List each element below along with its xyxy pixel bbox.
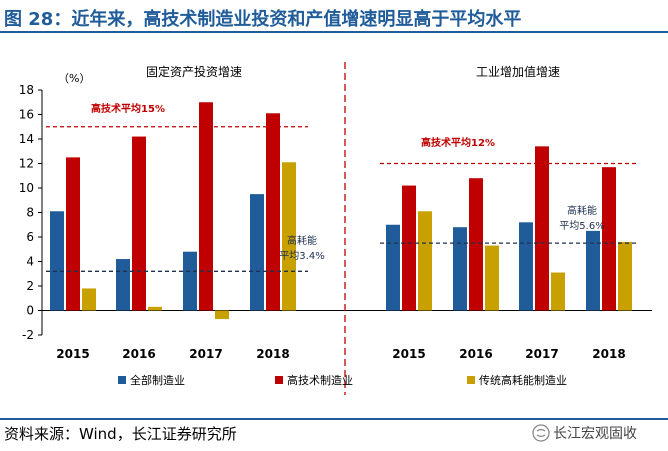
bar-chart: -2 0 2 4 6 8 10 12 14 16 18 （%） 固定资产投资增速 2015 2016 2017… <box>19 62 652 395</box>
y-tick-label: 16 <box>19 108 34 122</box>
y-tick-label: 0 <box>26 304 34 318</box>
bar-全部制造业-2017 <box>183 251 197 311</box>
legend-label: 传统高耗能制造业 <box>479 373 567 387</box>
panel-title: 固定资产投资增速 <box>146 64 242 79</box>
x-tick-label: 2015 <box>56 347 89 361</box>
y-tick-label: 14 <box>19 132 34 146</box>
legend-swatch <box>275 376 283 384</box>
x-tick-label: 2016 <box>459 347 492 361</box>
figure-title: 图 28：近年来，高技术制造业投资和产值增速明显高于平均水平 <box>4 9 522 30</box>
y-tick-label: 18 <box>19 83 34 97</box>
bar-高技术制造业-2015 <box>402 185 416 311</box>
bar-高技术制造业-2018 <box>266 113 280 311</box>
bar-全部制造业-2018 <box>250 194 264 311</box>
bar-传统高耗能制造业-2018 <box>282 162 296 311</box>
watermark: 长江宏观固收 <box>532 423 637 443</box>
bar-高技术制造业-2015 <box>66 157 80 311</box>
wechat-icon <box>532 424 550 442</box>
source-note: 资料来源：Wind，长江证券研究所 <box>4 425 237 443</box>
legend-label: 全部制造业 <box>130 373 185 387</box>
legend-swatch <box>467 376 475 384</box>
x-tick-label: 2018 <box>592 347 625 361</box>
panel-title: 工业增加值增速 <box>476 64 560 79</box>
x-tick-label: 2017 <box>525 347 558 361</box>
y-unit-label: （%） <box>58 72 90 85</box>
bar-高技术制造业-2018 <box>602 167 616 311</box>
legend-swatch <box>118 376 126 384</box>
y-tick-label: 4 <box>26 255 34 269</box>
bar-传统高耗能制造业-2015 <box>418 211 432 311</box>
bar-全部制造业-2016 <box>116 259 130 311</box>
x-tick-label: 2018 <box>256 347 289 361</box>
bar-高技术制造业-2017 <box>199 102 213 311</box>
title-rule <box>0 31 668 33</box>
x-tick-label: 2017 <box>189 347 222 361</box>
bar-全部制造业-2017 <box>519 222 533 311</box>
ref-label-hightech: 高技术平均15% <box>91 102 165 115</box>
y-tick-label: 10 <box>19 181 34 195</box>
footer-rule <box>0 418 668 420</box>
bar-传统高耗能制造业-2015 <box>82 288 96 311</box>
bar-高技术制造业-2017 <box>535 146 549 311</box>
y-tick-label: 8 <box>26 206 34 220</box>
bar-传统高耗能制造业-2016 <box>148 306 162 311</box>
x-tick-label: 2016 <box>122 347 155 361</box>
bar-全部制造业-2018 <box>586 230 600 311</box>
y-tick-label: 12 <box>19 157 34 171</box>
ref-label-energy-line1: 高耗能 <box>567 204 597 217</box>
y-tick-label: 6 <box>26 230 34 244</box>
bar-全部制造业-2016 <box>453 227 467 311</box>
ref-label-energy-line2: 平均5.6% <box>559 220 604 232</box>
bar-全部制造业-2015 <box>50 211 64 311</box>
y-tick-label: -2 <box>22 328 34 342</box>
bar-传统高耗能制造业-2018 <box>618 241 632 311</box>
bar-高技术制造业-2016 <box>469 178 483 311</box>
watermark-text: 长江宏观固收 <box>553 426 637 442</box>
y-tick-label: 2 <box>26 279 34 293</box>
ref-label-energy-line2: 平均3.4% <box>279 250 324 262</box>
bar-全部制造业-2015 <box>386 224 400 311</box>
bar-传统高耗能制造业-2016 <box>485 245 499 311</box>
bar-高技术制造业-2016 <box>132 136 146 311</box>
ref-label-energy-line1: 高耗能 <box>287 234 317 247</box>
ref-label-hightech: 高技术平均12% <box>421 136 495 149</box>
bar-传统高耗能制造业-2017 <box>551 272 565 311</box>
x-tick-label: 2015 <box>392 347 425 361</box>
bar-传统高耗能制造业-2017 <box>215 310 229 320</box>
legend-label: 高技术制造业 <box>287 373 353 387</box>
